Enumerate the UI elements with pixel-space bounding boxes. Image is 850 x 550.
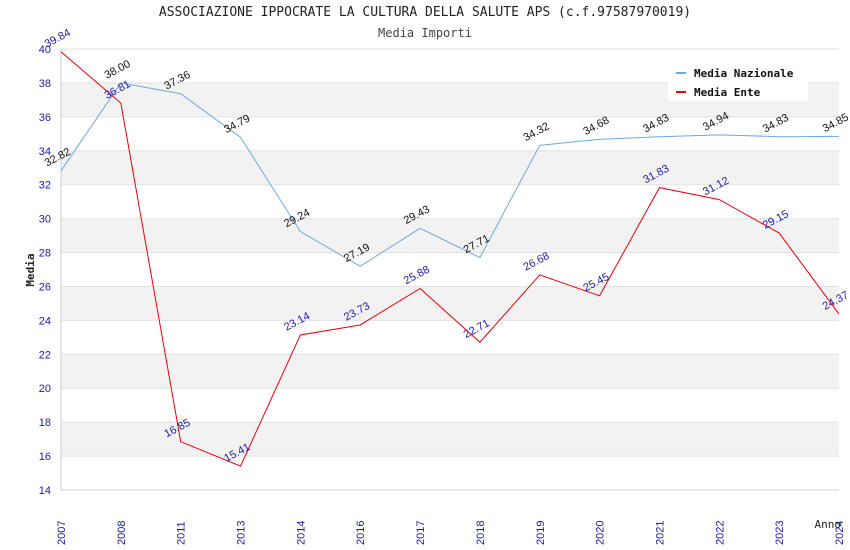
y-tick-label: 26	[39, 281, 51, 293]
x-tick-label: 2016	[355, 521, 367, 545]
y-tick-label: 40	[39, 44, 51, 56]
data-label: 38.00	[103, 58, 133, 82]
x-tick-label: 2018	[475, 521, 487, 545]
grid-band	[61, 354, 839, 389]
x-tick-label: 2020	[595, 521, 607, 545]
y-tick-label: 38	[39, 78, 51, 90]
x-tick-label: 2022	[714, 521, 726, 545]
grid-band	[61, 218, 839, 253]
y-tick-label: 20	[39, 383, 51, 395]
y-tick-label: 18	[39, 417, 51, 429]
x-tick-label: 2013	[236, 521, 248, 545]
data-label: 34.32	[522, 120, 552, 144]
data-label: 34.68	[581, 114, 611, 138]
x-tick-label: 2007	[56, 521, 68, 545]
data-label: 25.88	[402, 264, 432, 288]
x-tick-label: 2024	[834, 521, 846, 545]
legend-label: Media Ente	[694, 86, 761, 99]
data-label: 26.68	[522, 250, 552, 274]
y-tick-label: 16	[39, 451, 51, 463]
legend: Media Nazionale Media Ente	[668, 60, 808, 101]
data-label: 22.71	[462, 317, 492, 341]
legend-label: Media Nazionale	[694, 67, 794, 80]
x-tick-label: 2023	[774, 521, 786, 545]
series-line-1	[60, 51, 840, 467]
y-tick-label: 32	[39, 180, 51, 192]
y-tick-label: 30	[39, 214, 51, 226]
legend-box	[668, 60, 808, 101]
x-tick-label: 2014	[295, 521, 307, 545]
y-tick-label: 34	[39, 146, 51, 158]
x-tick-label: 2021	[654, 521, 666, 545]
y-tick-label: 28	[39, 248, 51, 260]
data-label: 39.84	[43, 27, 73, 51]
chart-title: ASSOCIAZIONE IPPOCRATE LA CULTURA DELLA …	[158, 5, 692, 20]
y-tick-label: 24	[39, 315, 51, 327]
y-tick-label: 22	[39, 349, 51, 361]
grid-band	[61, 422, 839, 457]
x-tick-label: 2017	[415, 521, 427, 545]
grid-band	[61, 150, 839, 185]
x-axis-label: Anno	[815, 518, 842, 531]
y-tick-label: 14	[39, 485, 51, 497]
chart-subtitle: Media Importi	[378, 26, 472, 40]
y-tick-label: 36	[39, 112, 51, 124]
x-tick-label: 2008	[116, 521, 128, 545]
series-line-0	[60, 82, 840, 267]
x-tick-label: 2019	[535, 521, 547, 545]
x-tick-label: 2011	[176, 521, 188, 545]
y-axis-label: Media	[24, 253, 37, 286]
